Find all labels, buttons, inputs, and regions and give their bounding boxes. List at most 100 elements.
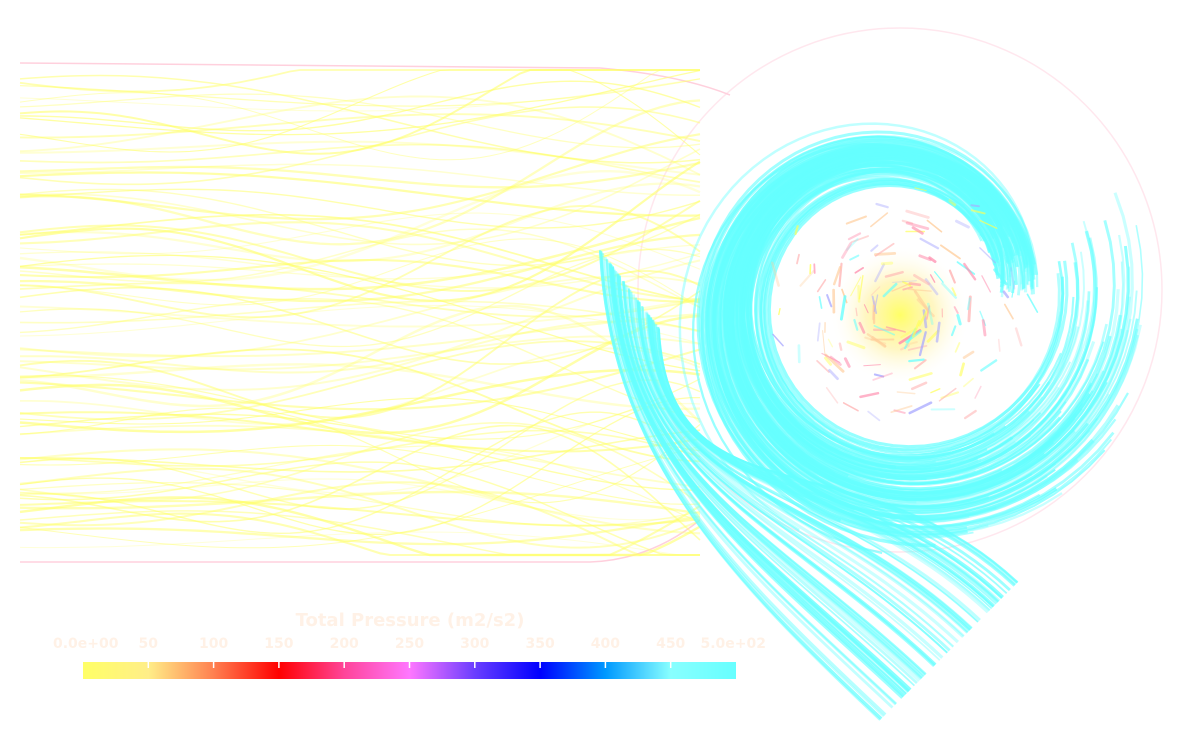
colorbar: Total Pressure (m2/s2) 0.0e+00 50 100 150 20… <box>53 610 766 679</box>
outlet-streamline <box>600 252 885 718</box>
impeller-streak <box>821 352 841 363</box>
impeller-streak <box>902 286 913 291</box>
inlet-streamline <box>19 313 701 358</box>
impeller-streak <box>962 350 975 359</box>
inlet-streamline <box>19 148 701 246</box>
outlet-streamline <box>624 284 941 661</box>
impeller-streak <box>838 342 843 351</box>
outlet-streamline <box>634 297 965 638</box>
impeller-streak <box>824 356 832 366</box>
colorbar-tick-label: 200 <box>330 636 359 652</box>
outlet-streamline <box>599 249 881 721</box>
impeller-streak <box>970 209 986 215</box>
volute-streamline <box>708 135 1139 518</box>
impeller-streak <box>933 271 944 283</box>
inlet-streamline <box>19 143 701 183</box>
inlet-streamline <box>19 500 701 527</box>
impeller-streak <box>907 288 932 292</box>
impeller-streak <box>794 225 799 235</box>
inlet-streamline <box>19 270 701 419</box>
colorbar-tick-label: 100 <box>199 636 228 652</box>
impeller-streak <box>974 385 982 399</box>
inlet-streamline <box>19 448 701 535</box>
outlet-streamline <box>618 276 927 676</box>
outlet-streamline <box>613 269 915 687</box>
inlet-streamline <box>19 396 701 536</box>
impeller-streak <box>953 306 959 314</box>
volute-streamline <box>759 180 1043 461</box>
inlet-streamline <box>19 205 701 319</box>
impeller-streak <box>1010 267 1016 290</box>
impeller-streak <box>929 274 936 283</box>
outlet-streamline <box>605 258 897 706</box>
impeller-streak <box>930 388 941 394</box>
inlet-streamline <box>19 188 701 229</box>
inlet-streamline <box>19 320 701 374</box>
impeller-streak <box>854 266 864 274</box>
inlet-streamline <box>19 297 701 328</box>
colorbar-tick-label: 50 <box>139 636 159 652</box>
impeller-streak <box>853 318 859 331</box>
inlet-streamline <box>19 93 701 149</box>
inlet-streamline <box>19 505 701 557</box>
impeller-streak <box>948 199 957 207</box>
impeller-streak <box>772 333 784 347</box>
impeller-streak <box>875 202 889 209</box>
impeller-streak <box>1002 290 1010 299</box>
impeller-streak <box>927 302 934 325</box>
impeller-streak <box>873 373 885 378</box>
impeller-streak <box>847 232 862 241</box>
impeller-streak <box>954 342 961 353</box>
impeller-streak <box>873 294 879 312</box>
inlet-streamline <box>19 478 701 521</box>
impeller-streak <box>981 275 992 293</box>
impeller-streak <box>956 314 962 326</box>
impeller-region <box>770 187 1039 422</box>
impeller-streak <box>912 320 921 338</box>
outlet-streamline <box>600 253 887 716</box>
inlet-streamline <box>19 258 701 303</box>
impeller-streak <box>908 282 922 287</box>
impeller-streak <box>870 244 879 252</box>
inlet-streamline <box>19 248 701 348</box>
impeller-streak <box>911 226 924 235</box>
inlet-streamline <box>19 286 701 365</box>
inlet-streamline <box>19 69 700 93</box>
impeller-streak <box>845 237 859 251</box>
volute-streamline <box>678 122 1035 531</box>
impeller-streak <box>799 270 815 287</box>
volute-streamline <box>732 163 1131 500</box>
impeller-streak <box>1011 280 1016 298</box>
colorbar-tick-marks <box>147 662 672 668</box>
impeller-streak <box>905 209 930 219</box>
impeller-streak <box>928 256 937 264</box>
impeller-streak <box>926 329 940 343</box>
impeller-streak <box>864 336 887 345</box>
inlet-streamline <box>19 421 701 505</box>
impeller-streak <box>892 280 917 283</box>
volute-streamline <box>758 179 1080 463</box>
colorbar-tick-labels: 0.0e+00 50 100 150 200 250 300 350 400 450 5.0e+02 <box>53 636 766 652</box>
inlet-streamline <box>19 424 701 488</box>
impeller-streak <box>963 262 977 281</box>
impeller-streak <box>796 253 800 265</box>
outlet-streamline <box>614 271 918 685</box>
impeller-streak <box>950 325 957 337</box>
impeller-streak <box>845 215 867 225</box>
inlet-streamline <box>19 379 701 510</box>
outlet-streamline <box>642 307 981 621</box>
impeller-streak <box>908 358 925 363</box>
impeller-streak <box>880 261 894 266</box>
inlet-streamline <box>19 490 701 515</box>
impeller-streak <box>900 328 917 339</box>
impeller-streak <box>867 410 881 422</box>
impeller-streak <box>816 279 827 293</box>
inlet-streamline <box>19 213 701 304</box>
impeller-streak <box>770 261 780 287</box>
impeller-streak <box>980 359 998 372</box>
impeller-streak <box>873 325 896 336</box>
volute-streamline <box>754 179 1096 471</box>
impeller-streak <box>896 391 916 395</box>
impeller-streak <box>849 254 860 261</box>
impeller-streak <box>914 187 927 192</box>
